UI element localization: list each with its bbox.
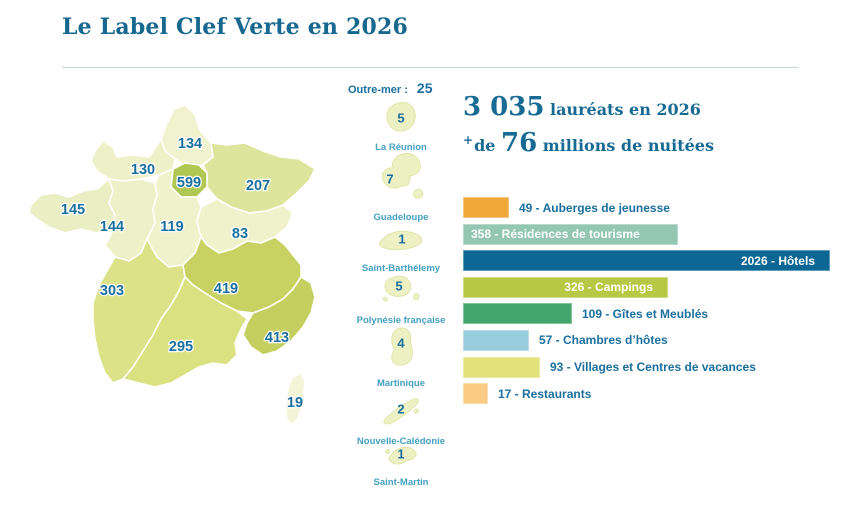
region-value-centre-val-de-loire: 119: [160, 219, 183, 235]
bar-label-villages-et-centres: 93 - Villages et Centres de vacances: [550, 360, 756, 375]
territory-value-martinique: 4: [397, 335, 405, 351]
bar-restaurants: [463, 383, 488, 405]
bar-campings: 326 - Campings: [463, 276, 668, 298]
region-normandie: [90, 138, 176, 182]
bar-auberges-de-jeunesse: [463, 197, 509, 218]
chart-row-chambres-d-hotes: 57 - Chambres d’hôtes: [463, 329, 853, 351]
laureates-suffix: lauréats en 2026: [550, 100, 701, 119]
outre-mer-label: Outre-mer :: [348, 84, 408, 96]
region-value-bourgogne-franche-comte: 83: [232, 226, 248, 242]
chart-row-villages-et-centres: 93 - Villages et Centres de vacances: [463, 356, 853, 378]
nights-suffix: millions de nuitées: [542, 136, 714, 155]
territory-island-saint-barthelemy: [379, 230, 423, 251]
bar-label-residences-de-tourisme: 358 - Résidences de tourisme: [471, 227, 640, 242]
territory-martinique: 4 Martinique: [342, 326, 460, 389]
territory-value-polynesie-francaise: 5: [395, 278, 403, 294]
nights-prefix: de: [474, 136, 496, 155]
region-value-ile-de-france: 599: [177, 175, 201, 191]
nights-plus: +: [463, 133, 474, 147]
territory-name-martinique: Martinique: [376, 378, 426, 389]
territory-la-reunion: 5 La Réunion: [342, 100, 460, 153]
bar-gites-et-meubles: [463, 303, 572, 325]
bar-villages-et-centres: [463, 356, 540, 378]
territory-saint-martin: 1 Saint-Martin: [342, 443, 460, 488]
territory-nouvelle-caledonie: 2 Nouvelle-Calédonie: [342, 396, 460, 447]
territory-island-la-reunion: [386, 101, 416, 132]
territory-value-saint-martin: 1: [397, 446, 405, 461]
region-value-auvergne-rhone-alpes: 419: [214, 281, 238, 297]
territory-name-nouvelle-caledonie: Nouvelle-Calédonie: [356, 436, 446, 447]
region-value-corse: 19: [287, 395, 303, 411]
territory-island-nouvelle-caledonie: [383, 398, 419, 425]
bar-chart: 49 - Auberges de jeunesse 358 - Résidence…: [463, 197, 853, 410]
nights-value: 76: [501, 128, 538, 158]
territory-island-saint-martin: [385, 446, 417, 465]
chart-row-gites-et-meubles: 109 - Gîtes et Meublés: [463, 303, 853, 325]
region-value-nouvelle-aquitaine: 303: [100, 283, 124, 299]
territory-polynesie-francaise: 5 Polynésie française: [342, 272, 460, 326]
region-occitanie: [122, 276, 248, 388]
nights-stat: +de 76 millions de nuitées: [463, 125, 714, 161]
chart-row-restaurants: 17 - Restaurants: [463, 383, 853, 405]
territory-guadeloupe: 7 Guadeloupe: [342, 152, 460, 223]
chart-row-residences-de-tourisme: 358 - Résidences de tourisme: [463, 223, 853, 245]
laureates-value: 3 035: [463, 92, 545, 122]
region-value-occitanie: 295: [169, 339, 193, 355]
region-corse: [285, 372, 306, 426]
bar-label-chambres-d-hotes: 57 - Chambres d’hôtes: [539, 333, 668, 348]
territory-value-nouvelle-caledonie: 2: [397, 401, 405, 417]
region-value-hauts-de-france: 134: [178, 136, 202, 152]
region-value-normandie: 130: [131, 162, 155, 178]
region-value-grand-est: 207: [246, 178, 270, 194]
chart-row-auberges-de-jeunesse: 49 - Auberges de jeunesse: [463, 197, 853, 218]
territory-value-la-reunion: 5: [397, 110, 405, 126]
bar-hotels: 2026 - Hôtels: [463, 250, 830, 272]
territory-island-guadeloupe: [381, 152, 424, 199]
bar-label-hotels: 2026 - Hôtels: [740, 253, 815, 268]
territory-name-guadeloupe: Guadeloupe: [373, 212, 429, 223]
territory-value-guadeloupe: 7: [386, 171, 394, 186]
territory-saint-barthelemy: 1 Saint-Barthélemy: [342, 226, 460, 274]
region-provence-alpes-cote-d-azur: [242, 276, 316, 356]
outre-mer-total: 25: [416, 80, 433, 96]
territory-name-saint-martin: Saint-Martin: [373, 477, 429, 488]
france-map: 134 130 599 207 145 144 119 83 303 419 2…: [28, 104, 316, 426]
territory-name-polynesie-francaise: Polynésie française: [356, 315, 446, 326]
territory-island-polynesie-francaise: [382, 275, 420, 302]
stats-block: 3 035 lauréats en 2026 +de 76 millions d…: [463, 92, 714, 161]
territory-name-la-reunion: La Réunion: [375, 142, 427, 153]
territory-name-saint-barthelemy: Saint-Barthélemy: [361, 263, 441, 274]
territory-value-saint-barthelemy: 1: [398, 231, 406, 247]
laureates-stat: 3 035 lauréats en 2026: [463, 92, 714, 125]
chart-row-campings: 326 - Campings: [463, 276, 853, 298]
region-value-provence-alpes-cote-d-azur: 413: [265, 330, 289, 346]
outre-mer-header: Outre-mer : 25: [348, 80, 432, 96]
bar-label-campings: 326 - Campings: [564, 280, 653, 295]
chart-row-hotels: 2026 - Hôtels: [463, 250, 853, 272]
territory-island-martinique: [391, 327, 414, 366]
bar-label-restaurants: 17 - Restaurants: [498, 386, 592, 401]
bar-chambres-d-hotes: [463, 329, 529, 351]
bar-residences-de-tourisme: 358 - Résidences de tourisme: [463, 223, 678, 245]
region-value-bretagne: 145: [61, 202, 85, 218]
bar-label-auberges-de-jeunesse: 49 - Auberges de jeunesse: [519, 200, 670, 215]
outre-mer-column: Outre-mer : 25 5 La Réunion 7 Guadeloupe 1 Sa…: [342, 80, 460, 500]
page-title: Le Label Clef Verte en 2026: [62, 14, 408, 40]
bar-label-gites-et-meubles: 109 - Gîtes et Meublés: [582, 306, 709, 321]
divider-line: [62, 67, 798, 68]
region-value-pays-de-la-loire: 144: [100, 219, 124, 235]
